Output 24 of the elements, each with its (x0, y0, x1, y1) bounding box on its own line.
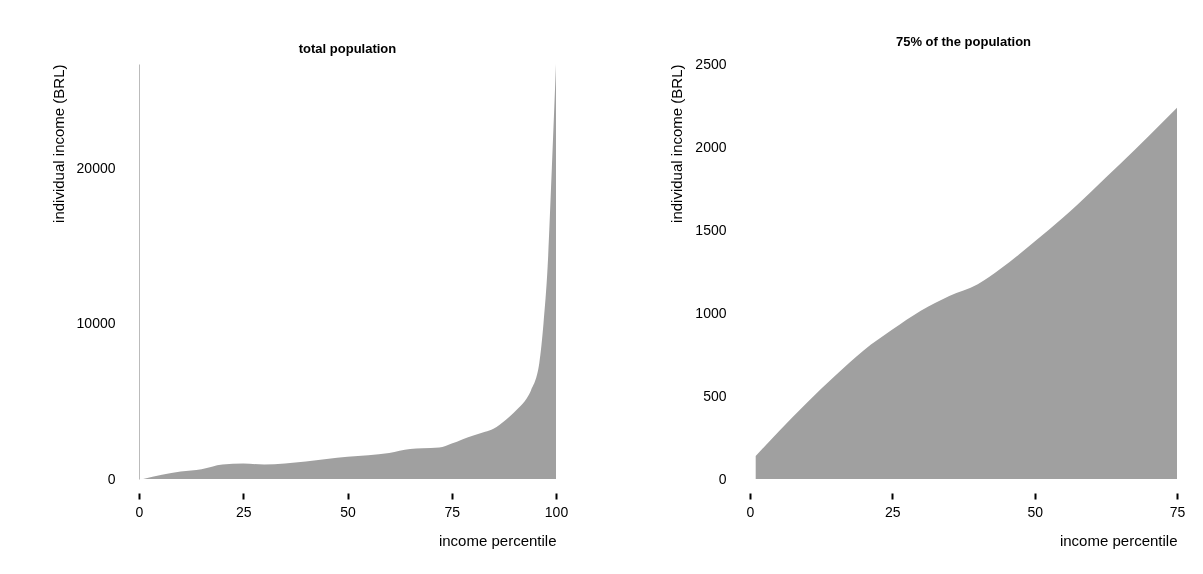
x-tick-label: 75 (1169, 503, 1186, 520)
x-tick-label: 25 (235, 503, 252, 520)
y-tick-label: 2500 (695, 55, 727, 72)
x-tick-label: 25 (885, 503, 901, 520)
y-tick-label: 0 (718, 470, 727, 487)
chart-title: total population (298, 41, 397, 56)
y-tick-label: 10000 (76, 315, 116, 332)
y-tick-label: 2000 (695, 138, 727, 155)
chart-title: 75% of the population (895, 34, 1032, 49)
y-tick-label: 500 (703, 387, 727, 404)
x-tick-label: 0 (135, 503, 144, 520)
x-tick-label: 0 (746, 503, 755, 520)
x-axis-title: income percentile (1059, 531, 1178, 549)
x-tick-label: 75 (444, 503, 461, 520)
x-tick-label: 50 (340, 503, 356, 520)
y-axis-title: individual income (BRL) (49, 64, 67, 223)
y-axis-title: individual income (BRL) (668, 64, 686, 223)
y-tick-label: 0 (107, 470, 116, 487)
y-tick-label: 1500 (695, 221, 727, 238)
y-tick-label: 1000 (695, 304, 727, 321)
y-tick-label: 20000 (76, 159, 116, 176)
x-axis-title: income percentile (438, 531, 557, 549)
x-tick-label: 50 (1027, 503, 1044, 520)
x-tick-label: 100 (544, 503, 569, 520)
